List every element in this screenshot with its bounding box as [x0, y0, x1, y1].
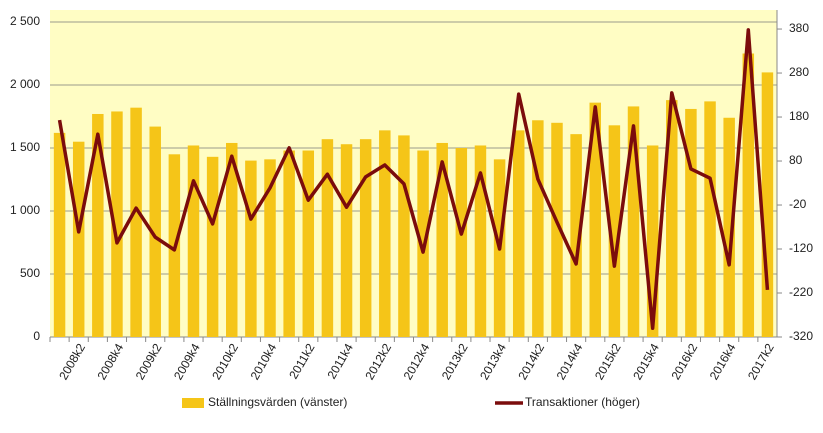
bar [245, 160, 257, 337]
bar [72, 141, 85, 337]
bar [742, 53, 755, 337]
bar [512, 130, 525, 337]
y-tick-label: 0 [33, 329, 40, 343]
y2-tick-label: -120 [789, 241, 813, 255]
bar [302, 150, 315, 337]
bar [666, 100, 678, 338]
y2-tick-label: 180 [789, 109, 809, 123]
line [57, 28, 770, 330]
x-tick-label: 2011k2 [286, 341, 318, 382]
bar [340, 144, 353, 337]
x-tick-label: 2010k4 [248, 341, 280, 382]
bar [379, 130, 391, 337]
bar [474, 145, 487, 337]
y2-tick-label: -220 [789, 285, 813, 299]
bar [283, 150, 295, 337]
x-tick-label: 2016k2 [668, 341, 700, 382]
legend-label: Transaktioner (höger) [525, 395, 640, 409]
y2-tick-label: -320 [789, 329, 813, 343]
x-tick-label: 2010k2 [209, 341, 241, 382]
legend-label: Ställningsvärden (vänster) [208, 395, 347, 409]
y-tick-label: 500 [20, 266, 40, 280]
y-tick-label: 2 500 [10, 14, 40, 28]
x-tick-label: 2012k2 [362, 341, 394, 382]
x-tick-label: 2011k4 [325, 341, 357, 382]
y-tick-label: 1 500 [10, 140, 40, 154]
bar [111, 111, 123, 338]
x-tick-label: 2013k2 [439, 341, 471, 382]
x-tick-label: 2014k4 [554, 341, 586, 382]
y2-tick-label: 280 [789, 65, 809, 79]
bar [187, 145, 200, 337]
y2-tick-label: -20 [789, 197, 807, 211]
bar [685, 108, 697, 337]
x-tick-label: 2012k4 [401, 341, 433, 382]
x-tick-label: 2015k4 [630, 341, 662, 382]
x-tick-label: 2016k4 [707, 341, 739, 382]
bar [551, 122, 563, 337]
x-tick-label: 2013k4 [477, 341, 509, 382]
x-tick-label: 2015k2 [592, 341, 624, 382]
x-tick-label: 2009k4 [171, 341, 203, 382]
bar [398, 135, 410, 337]
x-tick-label: 2008k4 [94, 341, 126, 382]
bar [226, 142, 238, 337]
bar [130, 107, 142, 338]
bar [704, 101, 716, 337]
bar [532, 120, 544, 337]
y2-tick-label: 80 [789, 153, 803, 167]
x-tick-label: 2009k2 [133, 341, 165, 382]
bar [627, 106, 640, 337]
bar [53, 132, 66, 337]
bar [149, 126, 161, 337]
bar [321, 139, 334, 337]
bar [608, 125, 621, 337]
bar [761, 72, 774, 338]
x-tick-label: 2008k2 [56, 341, 88, 382]
bar [455, 148, 468, 337]
bar [359, 139, 372, 337]
x-tick-label: 2014k2 [515, 341, 547, 382]
bar [436, 142, 448, 337]
y2-tick-label: 380 [789, 21, 809, 35]
bar [570, 134, 582, 337]
legend-swatch [182, 398, 204, 408]
bar [589, 102, 601, 337]
bar [206, 156, 219, 337]
bar [646, 145, 659, 337]
bar [92, 113, 104, 337]
x-tick-label: 2017k2 [745, 341, 777, 382]
bar [264, 159, 276, 337]
bar [723, 117, 735, 337]
y-tick-label: 2 000 [10, 77, 40, 91]
y-tick-label: 1 000 [10, 203, 40, 217]
